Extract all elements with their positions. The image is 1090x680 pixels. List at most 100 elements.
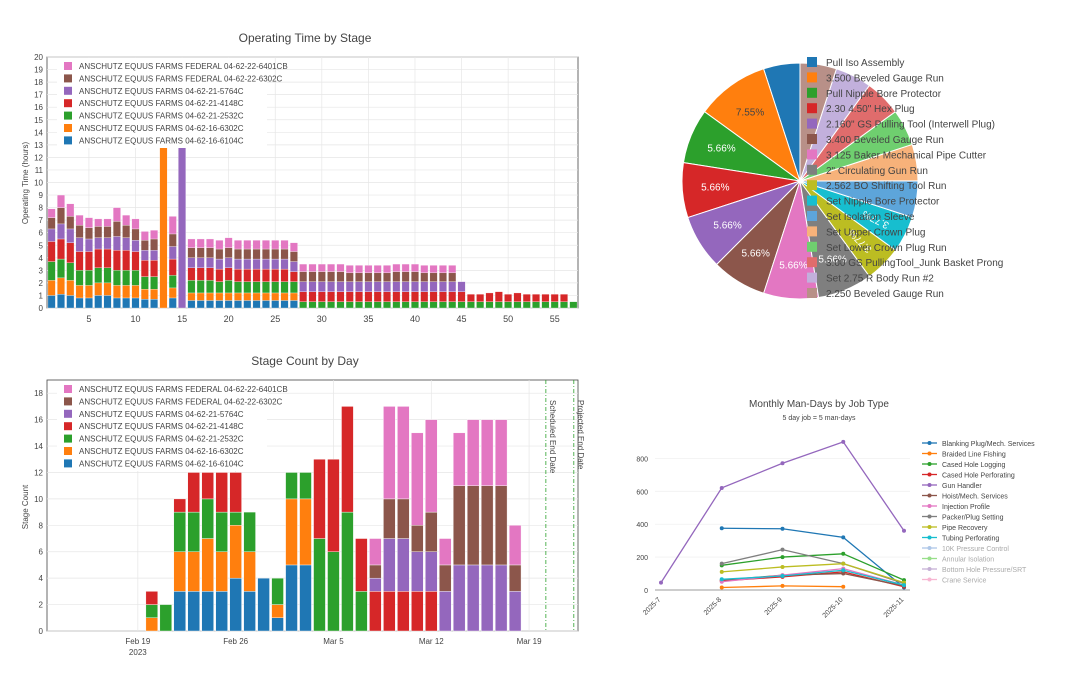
x-tick-label: 35 bbox=[363, 314, 373, 324]
bar-segment bbox=[466, 301, 475, 309]
legend-swatch bbox=[64, 111, 72, 120]
bar-segment bbox=[467, 564, 480, 632]
bar-segment bbox=[168, 275, 177, 289]
bar-segment bbox=[280, 281, 289, 294]
bar-segment bbox=[159, 604, 172, 632]
y-tick-label: 4 bbox=[39, 254, 44, 263]
y-tick-label: 6 bbox=[39, 548, 44, 557]
bar-segment bbox=[355, 272, 363, 282]
y-tick-label: 200 bbox=[636, 555, 648, 562]
bar-segment bbox=[187, 472, 200, 513]
y-tick-label: 11 bbox=[35, 166, 44, 175]
bar-segment bbox=[355, 265, 363, 274]
bar-segment bbox=[47, 228, 56, 242]
legend-label: 3.400 Beveled Gauge Run bbox=[826, 135, 944, 146]
legend-marker bbox=[927, 514, 932, 519]
bar-segment bbox=[187, 257, 196, 268]
bar-segment bbox=[401, 271, 410, 282]
bar-segment bbox=[196, 257, 205, 268]
bar-segment bbox=[541, 301, 550, 309]
bar-segment bbox=[187, 300, 196, 309]
bar-segment bbox=[481, 485, 494, 566]
bar-segment bbox=[243, 551, 256, 592]
bar-segment bbox=[313, 538, 326, 632]
bar-segment bbox=[476, 301, 485, 309]
bar-segment bbox=[308, 301, 317, 309]
bar-segment bbox=[336, 301, 345, 309]
series-line bbox=[721, 527, 905, 589]
bar-segment bbox=[280, 248, 289, 260]
y-tick-label: 8 bbox=[39, 521, 44, 530]
bar-segment bbox=[420, 301, 429, 309]
bar-segment bbox=[383, 272, 391, 282]
bar-segment bbox=[439, 591, 452, 632]
legend-label: ANSCHUTZ EQUUS FARMS 04-62-16-6104C bbox=[79, 459, 244, 468]
bar-segment bbox=[299, 472, 312, 500]
bar-segment bbox=[569, 301, 578, 309]
bar-segment bbox=[122, 225, 131, 238]
bar-segment bbox=[397, 406, 410, 500]
legend-swatch bbox=[807, 241, 817, 252]
legend-label: 2.30 4.50" Hex Plug bbox=[826, 104, 915, 115]
y-tick-label: 10 bbox=[34, 179, 43, 188]
bar-segment bbox=[341, 406, 354, 513]
legend-swatch bbox=[807, 226, 817, 237]
end-date-label: Scheduled End Date bbox=[548, 400, 557, 474]
bar-segment bbox=[47, 241, 56, 262]
bar-segment bbox=[313, 459, 326, 539]
data-point bbox=[841, 571, 846, 576]
legend-marker bbox=[927, 493, 932, 498]
bar-segment bbox=[234, 240, 242, 250]
bar-segment bbox=[75, 214, 84, 226]
bar-segment bbox=[504, 294, 513, 302]
series-line bbox=[721, 553, 905, 581]
legend-label: ANSCHUTZ EQUUS FARMS FEDERAL 04-62-22-63… bbox=[79, 74, 283, 83]
bar-segment bbox=[285, 498, 298, 566]
legend-swatch bbox=[807, 195, 817, 206]
bar-segment bbox=[420, 291, 429, 302]
y-tick-label: 600 bbox=[636, 489, 648, 496]
bar-segment bbox=[317, 271, 326, 282]
legend-marker bbox=[927, 567, 932, 571]
bar-segment bbox=[224, 257, 233, 268]
bar-segment bbox=[429, 272, 438, 282]
stage-count-chart-panel: Stage Count by Day Stage Count Scheduled… bbox=[0, 340, 600, 680]
bar-segment bbox=[234, 248, 242, 260]
bar-segment bbox=[280, 292, 289, 301]
bar-segment bbox=[345, 291, 354, 302]
bar-segment bbox=[439, 281, 447, 292]
legend-label: Annular Isolation bbox=[942, 557, 994, 564]
legend-label: 10K Pressure Control bbox=[942, 546, 1009, 553]
legend-label: 3.500 Beveled Gauge Run bbox=[826, 73, 944, 84]
data-point bbox=[902, 583, 906, 588]
bar-segment bbox=[75, 251, 84, 271]
bar-segment bbox=[243, 292, 252, 301]
bar-segment bbox=[234, 292, 242, 301]
bar-segment bbox=[215, 472, 228, 513]
bar-segment bbox=[532, 301, 540, 309]
y-axis-title: Stage Count bbox=[21, 484, 30, 529]
bar-segment bbox=[112, 236, 121, 251]
y-tick-label: 19 bbox=[34, 66, 43, 75]
slice-label: 5.66% bbox=[779, 261, 807, 272]
chart-title: Monthly Man-Days by Job Type bbox=[749, 399, 889, 410]
y-tick-label: 5 bbox=[39, 241, 44, 250]
bar-segment bbox=[140, 289, 149, 300]
bar-segment bbox=[224, 280, 233, 294]
bar-segment bbox=[122, 214, 131, 226]
data-point bbox=[841, 584, 846, 589]
y-tick-label: 0 bbox=[39, 304, 44, 313]
legend-swatch bbox=[807, 87, 817, 98]
job-type-pie-chart: 7.55%5.66%5.66%5.66%5.66%5.66%5.66%3.77%… bbox=[681, 57, 1003, 300]
bar-segment bbox=[467, 485, 480, 566]
legend-marker bbox=[927, 472, 932, 477]
bar-segment bbox=[131, 228, 140, 241]
bar-segment bbox=[85, 238, 93, 252]
bar-segment bbox=[560, 301, 568, 309]
bar-segment bbox=[234, 300, 242, 309]
legend-label: 2.250 Beveled Gauge Run bbox=[826, 289, 944, 300]
bar-segment bbox=[57, 294, 65, 309]
x-tick-label: 10 bbox=[130, 314, 140, 324]
data-point bbox=[841, 561, 846, 566]
bar-segment bbox=[145, 604, 158, 618]
